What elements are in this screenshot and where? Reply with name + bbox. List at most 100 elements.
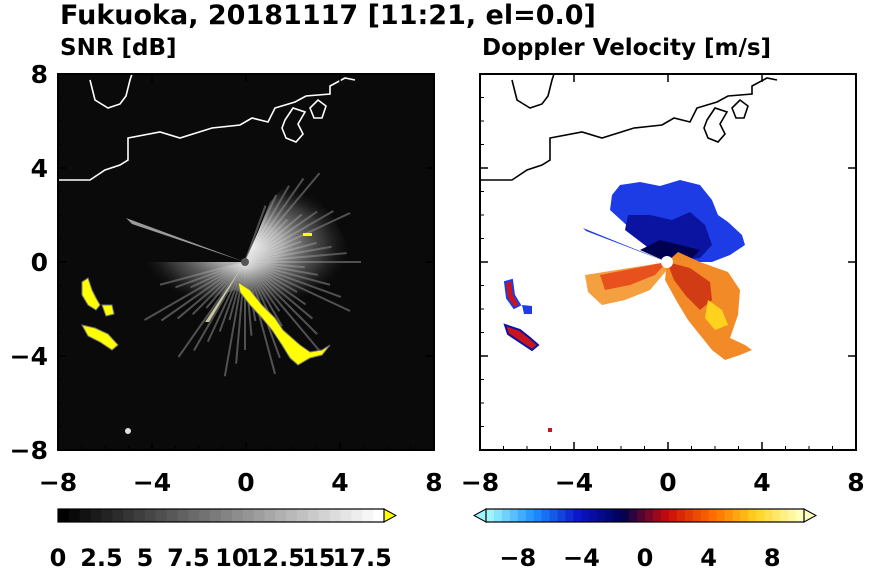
doppler-colorbar-segment xyxy=(621,509,630,522)
snr-coastline-pier xyxy=(281,107,307,143)
doppler-colorbar-segment xyxy=(692,509,702,522)
doppler-clutter-west-2 xyxy=(522,305,532,314)
doppler-outbound-west-core xyxy=(600,262,667,290)
doppler-spoke-west xyxy=(583,228,667,262)
snr-colorbar-frame xyxy=(57,508,385,523)
doppler-colorbar-segment xyxy=(637,509,646,522)
doppler-clutter-west-1 xyxy=(503,278,522,310)
doppler-coastline-island xyxy=(731,98,749,119)
snr-colorbar-segment xyxy=(123,509,135,522)
doppler-colorbar-segment xyxy=(486,509,495,522)
snr-y-tick-label: 0 xyxy=(31,248,48,277)
doppler-axes: −8 −4 0 4 8 xyxy=(461,73,865,497)
snr-clutter-west-1 xyxy=(81,277,101,311)
doppler-colorbar-segment xyxy=(700,509,710,522)
doppler-colorbar-segment xyxy=(517,509,527,522)
snr-colorbar-segment xyxy=(134,509,146,522)
doppler-colorbar-segment xyxy=(740,509,749,522)
doppler-x-tick-label: 4 xyxy=(753,468,770,497)
snr-colorbar-segment xyxy=(199,509,211,522)
snr-colorbar-segment xyxy=(253,509,265,522)
doppler-colorbar-segment xyxy=(748,509,757,522)
doppler-colorbar-segment xyxy=(501,509,511,522)
doppler-colorbar-segment xyxy=(597,509,606,522)
doppler-colorbar-segment xyxy=(716,509,725,522)
doppler-colorbar-extend-max xyxy=(803,508,818,523)
doppler-x-tick-label: 8 xyxy=(847,468,864,497)
doppler-colorbar-segment xyxy=(788,509,797,522)
snr-clutter-west-3 xyxy=(81,324,119,351)
doppler-colorbar-segment xyxy=(645,509,654,522)
doppler-plot-area xyxy=(479,73,857,451)
snr-colorbar-label: 10 xyxy=(215,544,248,570)
snr-echo-area xyxy=(140,180,350,310)
snr-panel-title: SNR [dB] xyxy=(60,35,177,61)
doppler-x-tick-label: −8 xyxy=(461,468,499,497)
snr-colorbar-segment xyxy=(286,509,298,522)
snr-colorbar-label: 5 xyxy=(137,544,154,570)
doppler-colorbar-segment xyxy=(652,509,662,522)
snr-colorbar-segment xyxy=(297,509,309,522)
doppler-colorbar-segment xyxy=(629,509,638,522)
doppler-colorbar-segment xyxy=(660,509,670,522)
doppler-colorbar-segment xyxy=(493,509,503,522)
doppler-colorbar-label: −8 xyxy=(499,544,536,570)
snr-colorbar-label: 0 xyxy=(50,544,67,570)
snr-clutter-southeast xyxy=(237,280,331,366)
snr-clutter-east xyxy=(303,233,312,236)
doppler-colorbar-segment xyxy=(589,509,598,522)
snr-colorbar-segment xyxy=(166,509,179,522)
snr-colorbar-segment xyxy=(264,509,276,522)
doppler-colorbar-frame xyxy=(485,508,805,523)
snr-colorbar-segment xyxy=(351,509,363,522)
snr-x-tick-label: −4 xyxy=(133,468,171,497)
doppler-colorbar-segment xyxy=(796,509,805,522)
snr-colorbar-label: 17.5 xyxy=(333,544,392,570)
doppler-panel-title: Doppler Velocity [m/s] xyxy=(482,35,772,61)
snr-colorbar-segment xyxy=(144,509,157,522)
doppler-outbound-southeast-core xyxy=(667,262,712,310)
doppler-clutter-west-3 xyxy=(503,323,540,352)
snr-colorbar-extend-max xyxy=(383,508,398,523)
doppler-coastline-pier xyxy=(703,107,729,143)
snr-colorbar-label: 12.5 xyxy=(246,544,305,570)
snr-colorbar-segment xyxy=(231,509,244,522)
snr-y-tick-label: 4 xyxy=(31,154,48,183)
doppler-colorbar-label: 0 xyxy=(637,544,654,570)
snr-x-tick-label: 0 xyxy=(237,468,254,497)
doppler-colorbar-label: 4 xyxy=(700,544,717,570)
doppler-colorbar-segment xyxy=(525,509,535,522)
doppler-colorbar-segment xyxy=(756,509,765,522)
snr-colorbar-segment xyxy=(177,509,189,522)
snr-colorbar-segment xyxy=(112,509,124,522)
snr-x-tick-label: 8 xyxy=(425,468,442,497)
doppler-colorbar-extend-min xyxy=(472,508,487,523)
doppler-colorbar: −8 −4 0 4 8 xyxy=(472,508,818,570)
snr-clutter-west-2 xyxy=(101,304,115,317)
snr-y-tick-label: −4 xyxy=(10,342,48,371)
snr-radar-site xyxy=(241,258,249,266)
doppler-colorbar-segment xyxy=(581,509,590,522)
snr-colorbar-label: 15 xyxy=(302,544,335,570)
snr-colorbar-segment xyxy=(221,509,233,522)
snr-colorbar-segment xyxy=(90,509,102,522)
doppler-x-tick-label: 0 xyxy=(659,468,676,497)
snr-x-tick-label: −8 xyxy=(39,468,77,497)
figure-title: Fukuoka, 20181117 [11:21, el=0.0] xyxy=(60,0,596,31)
snr-clutter-point xyxy=(125,428,131,434)
snr-colorbar-segment xyxy=(275,509,287,522)
snr-colorbar-label: 7.5 xyxy=(167,544,210,570)
doppler-coastline-northwest xyxy=(511,74,555,109)
snr-colorbar-segment xyxy=(155,509,168,522)
snr-colorbar-segment xyxy=(373,509,385,522)
doppler-colorbar-segment xyxy=(684,509,694,522)
snr-coastline-north xyxy=(58,77,356,181)
doppler-colorbar-segment xyxy=(780,509,789,522)
snr-colorbar-segment xyxy=(307,509,320,522)
doppler-colorbar-label: 8 xyxy=(764,544,781,570)
snr-colorbar-segment xyxy=(340,509,352,522)
snr-colorbar-segment xyxy=(58,509,70,522)
snr-colorbar-segment xyxy=(318,509,331,522)
